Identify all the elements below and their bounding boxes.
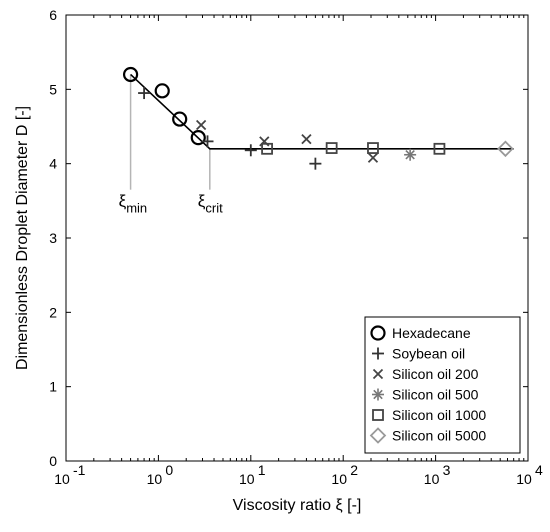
data-point: [244, 144, 257, 157]
marker-square: [325, 142, 338, 154]
marker-stroke: [301, 134, 312, 145]
data-point: [195, 119, 207, 131]
annotation-subscript: min: [126, 201, 147, 216]
marker-stroke: [195, 119, 207, 131]
annotation-label: ξcrit: [198, 192, 223, 216]
y-axis-label: Dimensionless Droplet Diameter D [-]: [14, 106, 31, 370]
marker-stroke: [372, 368, 384, 380]
legend-box: [364, 316, 521, 454]
y-tick-label: 5: [49, 81, 57, 97]
marker-square: [367, 142, 379, 154]
legend-entry-label: Soybean oil: [392, 346, 465, 362]
legend-entry-label: Hexadecane: [392, 325, 471, 341]
data-points: [122, 66, 514, 170]
legend-marker: [372, 347, 384, 360]
data-point: [261, 142, 273, 155]
data-point: [301, 134, 312, 145]
annotations: ξmin ξcrit: [119, 74, 223, 216]
y-tick-label: 2: [49, 304, 57, 320]
legend-marker: [372, 409, 384, 421]
data-point: [497, 140, 514, 158]
marker-stroke: [373, 389, 383, 400]
marker-square: [372, 409, 384, 421]
legend-marker: [372, 388, 384, 401]
y-tick-label: 6: [49, 7, 57, 23]
data-point: [309, 157, 322, 170]
x-tick-exponent: 1: [258, 462, 266, 478]
y-tick-label: 4: [49, 156, 57, 172]
data-point: [138, 87, 151, 100]
legend: Hexadecane Soybean oil Silicon oil 200 Sili…: [364, 316, 521, 454]
marker-circle: [172, 111, 188, 127]
data-point: [122, 66, 139, 83]
marker-circle: [122, 66, 139, 83]
x-tick-label: 10: [54, 471, 70, 487]
data-point: [190, 130, 206, 146]
data-point: [325, 142, 338, 154]
marker-circle: [370, 325, 386, 341]
legend-entry-label: Silicon oil 500: [392, 387, 479, 403]
fit-polyline: [130, 73, 514, 150]
x-axis-label: Viscosity ratio ξ [-]: [233, 497, 362, 514]
x-tick-label: 10: [239, 471, 255, 487]
legend-marker: [372, 368, 384, 380]
x-tick-label: 10: [424, 471, 440, 487]
legend-marker: [369, 427, 387, 444]
data-point: [201, 135, 214, 148]
x-tick-exponent: -1: [73, 462, 86, 478]
x-tick-exponent: 3: [443, 462, 451, 478]
legend-marker: [370, 325, 386, 341]
data-point: [367, 142, 379, 154]
y-tick-label: 1: [49, 379, 57, 395]
annotation-label: ξmin: [119, 192, 148, 216]
legend-entry-label: Silicon oil 200: [392, 366, 479, 382]
marker-circle: [190, 130, 206, 146]
fit-line: [130, 73, 514, 150]
x-tick-exponent: 2: [350, 462, 358, 478]
legend-entry-label: Silicon oil 5000: [392, 428, 486, 444]
marker-square: [261, 142, 273, 155]
data-point: [367, 152, 379, 163]
marker-circle: [154, 83, 170, 99]
marker-diamond: [497, 140, 514, 158]
legend-entry-label: Silicon oil 1000: [392, 407, 486, 423]
data-point: [404, 148, 417, 161]
marker-diamond: [369, 427, 387, 444]
x-tick-label: 10: [147, 471, 163, 487]
marker-stroke: [405, 149, 415, 160]
x-tick-exponent: 0: [165, 462, 173, 478]
x-tick-label: 10: [516, 471, 532, 487]
y-tick-label: 3: [49, 230, 57, 246]
data-point: [154, 83, 170, 99]
x-tick-label: 10: [331, 471, 347, 487]
data-point: [433, 142, 446, 155]
marker-stroke: [367, 152, 379, 163]
annotation-subscript: crit: [205, 201, 223, 216]
x-tick-exponent: 4: [535, 462, 543, 478]
marker-square: [433, 142, 446, 155]
y-axis-ticks: 0 1 2 3 4 5 6: [49, 7, 528, 469]
y-tick-label: 0: [49, 453, 57, 469]
data-point: [172, 111, 188, 127]
